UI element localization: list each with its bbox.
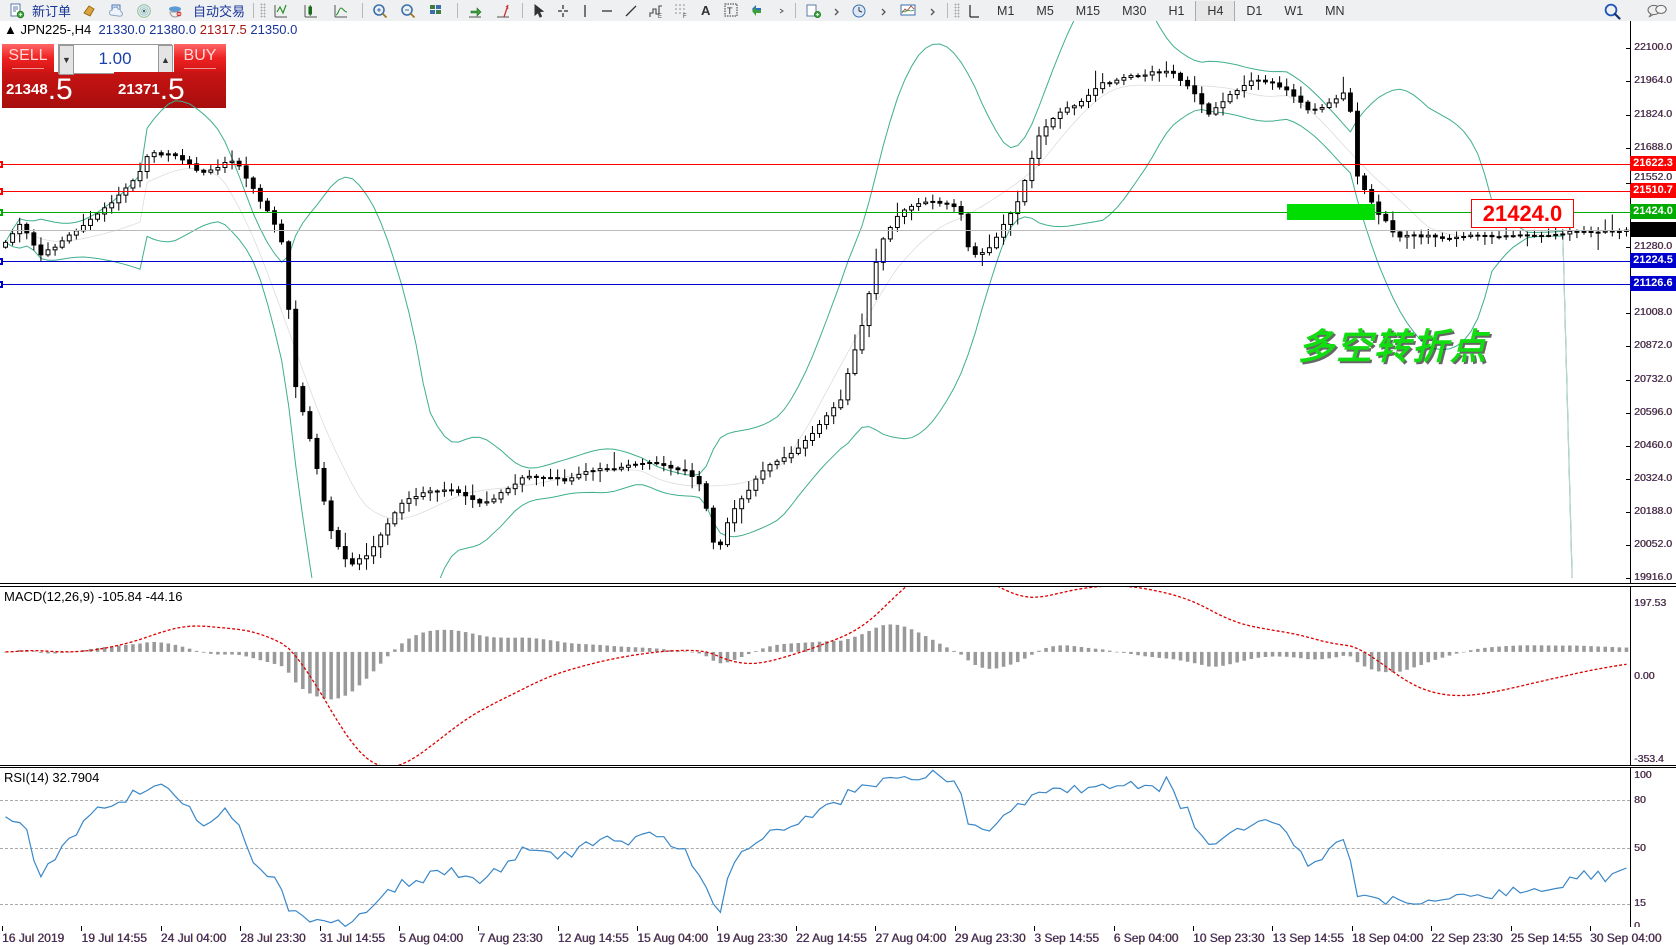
svg-text:F: F — [683, 14, 687, 19]
svg-text:A: A — [701, 3, 711, 18]
svg-text:E: E — [658, 14, 662, 19]
svg-text:T: T — [727, 6, 733, 16]
